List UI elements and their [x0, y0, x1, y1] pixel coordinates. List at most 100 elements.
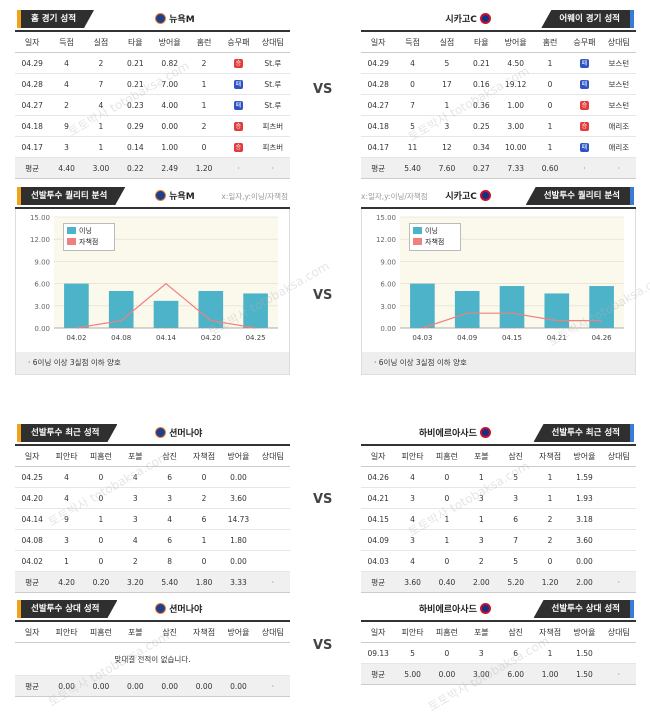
away-chart-legend: 이닝 자책점: [409, 223, 461, 251]
average-cell: 2.49: [152, 157, 187, 179]
column-header: 피홈런: [429, 622, 465, 643]
table-cell: 피츠버: [255, 136, 290, 158]
bar: [243, 293, 268, 328]
table-cell: 3: [464, 529, 499, 551]
table-cell: 11: [395, 136, 430, 158]
table-row: 04.03 4 0 2 5 0 0.00: [361, 550, 636, 572]
table-cell: 04.29: [361, 52, 396, 74]
y-tick-label: 9.00: [34, 258, 50, 266]
table-cell: 04.14: [15, 508, 50, 530]
table-cell: 0.00: [567, 550, 602, 572]
home-record-title: 홈 경기 성적: [17, 10, 94, 28]
table-cell: 0.16: [464, 73, 499, 95]
table-cell: 0: [83, 466, 119, 488]
table-cell: 1.93: [567, 487, 602, 509]
home-pitcher-vs-header: 선발투수 상대 성적 션머나야: [15, 598, 290, 622]
table-cell: 4: [395, 466, 430, 488]
table-cell: 1: [186, 529, 222, 551]
table-cell: 4: [49, 73, 84, 95]
table-cell: 3.00: [498, 115, 533, 137]
table-cell: 3.60: [567, 529, 602, 551]
y-tick-label: 6.00: [34, 281, 50, 289]
y-tick-label: 12.00: [30, 236, 50, 244]
table-cell: 6: [498, 642, 533, 664]
table-cell: 19.12: [498, 73, 533, 95]
table-cell: 1.80: [221, 529, 256, 551]
average-cell: 평균: [361, 571, 396, 593]
column-header: 타율: [464, 32, 499, 53]
average-cell: ·: [221, 157, 256, 179]
table-cell: [601, 642, 636, 664]
column-header: 승무패: [567, 32, 602, 53]
column-header: 실점: [83, 32, 119, 53]
table-cell: 04.20: [15, 487, 50, 509]
table-cell: 4: [395, 550, 430, 572]
away-record-header: 시카고C 어웨이 경기 성적: [361, 8, 636, 32]
bar: [589, 286, 614, 328]
home-quality-footer: · 6이닝 이상 3실점 이하 양호: [16, 352, 289, 374]
column-header: 상대팀: [255, 446, 290, 467]
table-cell: 3: [429, 115, 465, 137]
column-header: 득점: [49, 32, 84, 53]
average-cell: 4.40: [49, 157, 84, 179]
table-cell: 04.17: [361, 136, 396, 158]
average-cell: 0.00: [49, 675, 84, 697]
away-pitcher-vs-panel: 하비에르아사드 선발투수 상대 성적 일자 피안타 피홈런 포볼 삼진 자책점 방어율 상대팀…: [361, 598, 636, 685]
table-cell: 0: [186, 136, 222, 158]
average-cell: 3.00: [83, 157, 119, 179]
table-cell: 0.25: [464, 115, 499, 137]
table-cell: 10.00: [498, 136, 533, 158]
table-cell: 04.17: [15, 136, 50, 158]
column-header: 상대팀: [255, 622, 290, 643]
average-cell: 1.00: [532, 663, 568, 685]
home-team-label: 뉴욕M: [155, 12, 195, 25]
table-cell: 0.00: [221, 466, 256, 488]
home-quality-chart: 0.00 3.00 6.00 9.00 12.00 15.00 04.02 04.08 04.1…: [15, 209, 290, 375]
table-cell: 04.18: [361, 115, 396, 137]
away-pitcher-recent-title: 선발투수 최근 성적: [533, 424, 634, 442]
table-cell: 7: [83, 73, 119, 95]
table-cell: 6: [152, 466, 187, 488]
table-cell: [601, 466, 636, 488]
table-cell: 0.21: [118, 52, 153, 74]
x-tick-label: 04.25: [246, 334, 266, 342]
bar: [454, 291, 480, 328]
table-cell: St.루: [255, 73, 290, 95]
table-cell: 0.00: [221, 550, 256, 572]
legend-line-swatch: [67, 238, 76, 245]
bar: [153, 300, 179, 328]
legend-er: 자책점: [425, 238, 445, 246]
home-pitcher-recent-title: 선발투수 최근 성적: [17, 424, 117, 442]
win-badge-icon: 승: [579, 122, 589, 131]
average-row: 평균 3.60 0.40 2.00 5.20 1.20 2.00 ·: [361, 571, 636, 593]
x-tick-label: 04.03: [412, 334, 432, 342]
home-record-header: 홈 경기 성적 뉴욕M: [15, 8, 290, 32]
table-cell: 0: [83, 550, 119, 572]
home-pitcher-vs-name: 션머나야: [169, 605, 203, 615]
table-cell: 4: [395, 508, 430, 530]
vs-label-2: VS: [313, 288, 333, 303]
table-cell: 2: [186, 487, 222, 509]
table-cell: St.루: [255, 94, 290, 116]
column-header: 포볼: [118, 622, 153, 643]
home-pitcher-vs-label: 션머나야: [155, 602, 202, 615]
table-row: 04.20 4 0 3 3 2 3.60: [15, 487, 290, 509]
home-pitcher-recent-header: 선발투수 최근 성적 션머나야: [15, 422, 290, 446]
average-cell: 평균: [15, 157, 50, 179]
table-cell: 04.27: [361, 94, 396, 116]
average-cell: 1.20: [532, 571, 568, 593]
table-cell: 6: [152, 529, 187, 551]
table-cell: 3: [152, 487, 187, 509]
table-cell: 04.15: [361, 508, 396, 530]
table-cell: 1: [464, 508, 499, 530]
loss-badge-icon: 패: [579, 80, 589, 89]
table-cell: 5: [395, 642, 430, 664]
average-cell: ·: [255, 571, 290, 593]
table-cell: 1: [532, 115, 568, 137]
table-cell: 04.21: [361, 487, 396, 509]
table-cell: 3: [118, 508, 153, 530]
column-header: 포볼: [464, 446, 499, 467]
table-cell: 0.34: [464, 136, 499, 158]
away-pitcher-vs-title: 선발투수 상대 성적: [533, 600, 634, 618]
average-cell: ·: [601, 663, 636, 685]
